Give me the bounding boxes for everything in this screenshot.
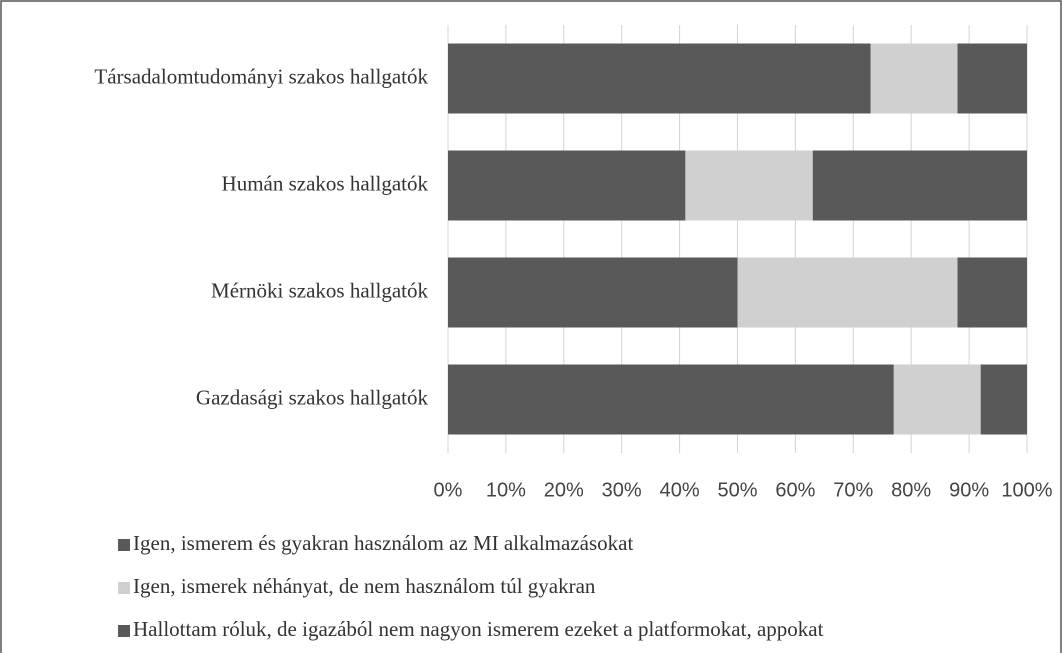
y-tick-label: Társadalomtudományi szakos hallgatók: [94, 64, 428, 88]
bar-segment: [448, 43, 871, 114]
x-tick-label: 0%: [434, 479, 463, 501]
y-tick-label: Mérnöki szakos hallgatók: [211, 278, 428, 302]
x-tick-label: 10%: [486, 479, 526, 501]
bar-segment: [685, 150, 813, 221]
bar-segment: [448, 364, 894, 435]
x-tick-label: 60%: [775, 479, 815, 501]
bar-segment: [448, 257, 738, 328]
bar-segment: [957, 43, 1027, 114]
bar-segment: [812, 150, 1027, 221]
x-tick-label: 50%: [717, 479, 757, 501]
bar-segment: [893, 364, 981, 435]
bar-segment: [448, 150, 686, 221]
legend-marker: [118, 625, 130, 637]
y-tick-label: Humán szakos hallgatók: [222, 171, 429, 195]
bar-segment: [870, 43, 958, 114]
x-tick-label: 20%: [544, 479, 584, 501]
x-tick-label: 40%: [660, 479, 700, 501]
y-tick-label: Gazdasági szakos hallgatók: [196, 385, 429, 409]
x-tick-label: 90%: [949, 479, 989, 501]
legend-label: Igen, ismerek néhányat, de nem használom…: [133, 574, 596, 598]
legend-marker: [118, 539, 130, 551]
bar-segment: [980, 364, 1027, 435]
legend-marker: [118, 582, 130, 594]
x-tick-label: 30%: [602, 479, 642, 501]
x-tick-label: 70%: [833, 479, 873, 501]
x-tick-label: 80%: [891, 479, 931, 501]
bar-segment: [737, 257, 958, 328]
x-tick-label: 100%: [1001, 479, 1052, 501]
bar-segment: [957, 257, 1027, 328]
legend-label: Hallottam róluk, de igazából nem nagyon …: [133, 617, 824, 641]
legend-label: Igen, ismerem és gyakran használom az MI…: [133, 531, 633, 555]
